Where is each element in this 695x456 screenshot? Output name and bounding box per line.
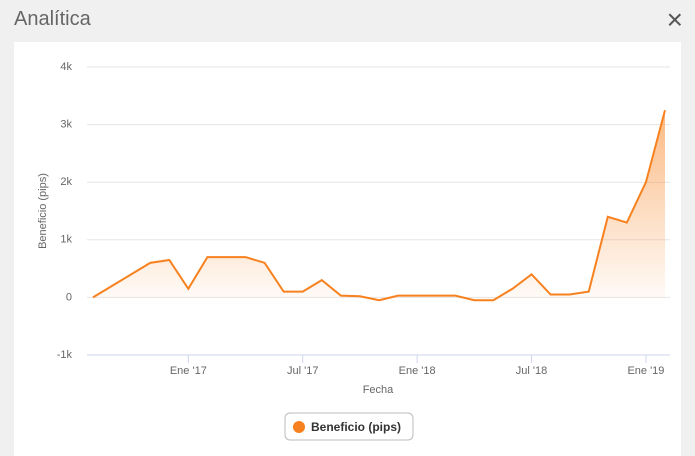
y-tick-label: 3k (60, 119, 72, 131)
area (93, 110, 665, 301)
x-tick-label: Ene '19 (627, 365, 664, 377)
y-tick-label: 4k (60, 61, 72, 73)
x-tick-label: Ene '17 (170, 365, 207, 377)
y-tick-label: 2k (60, 176, 72, 188)
y-axis-title: Beneficio (pips) (37, 173, 49, 249)
x-tick-label: Jul '18 (516, 365, 547, 377)
header: Analítica × (0, 0, 695, 42)
panel (14, 42, 681, 456)
y-tick-label: 0 (66, 291, 72, 303)
title: Analítica (14, 8, 91, 30)
y-tick-label: -1k (57, 349, 73, 361)
legend-box[interactable] (284, 412, 414, 441)
legend-label: Beneficio (pips) (311, 420, 401, 434)
x-tick-label: Ene '18 (399, 365, 436, 377)
legend-marker (293, 421, 305, 433)
x-axis-title: Fecha (363, 384, 394, 396)
line (92, 109, 666, 302)
x-tick-label: Jul '17 (287, 365, 318, 377)
y-tick-label: 1k (60, 234, 72, 246)
close-button[interactable]: × (666, 4, 683, 35)
